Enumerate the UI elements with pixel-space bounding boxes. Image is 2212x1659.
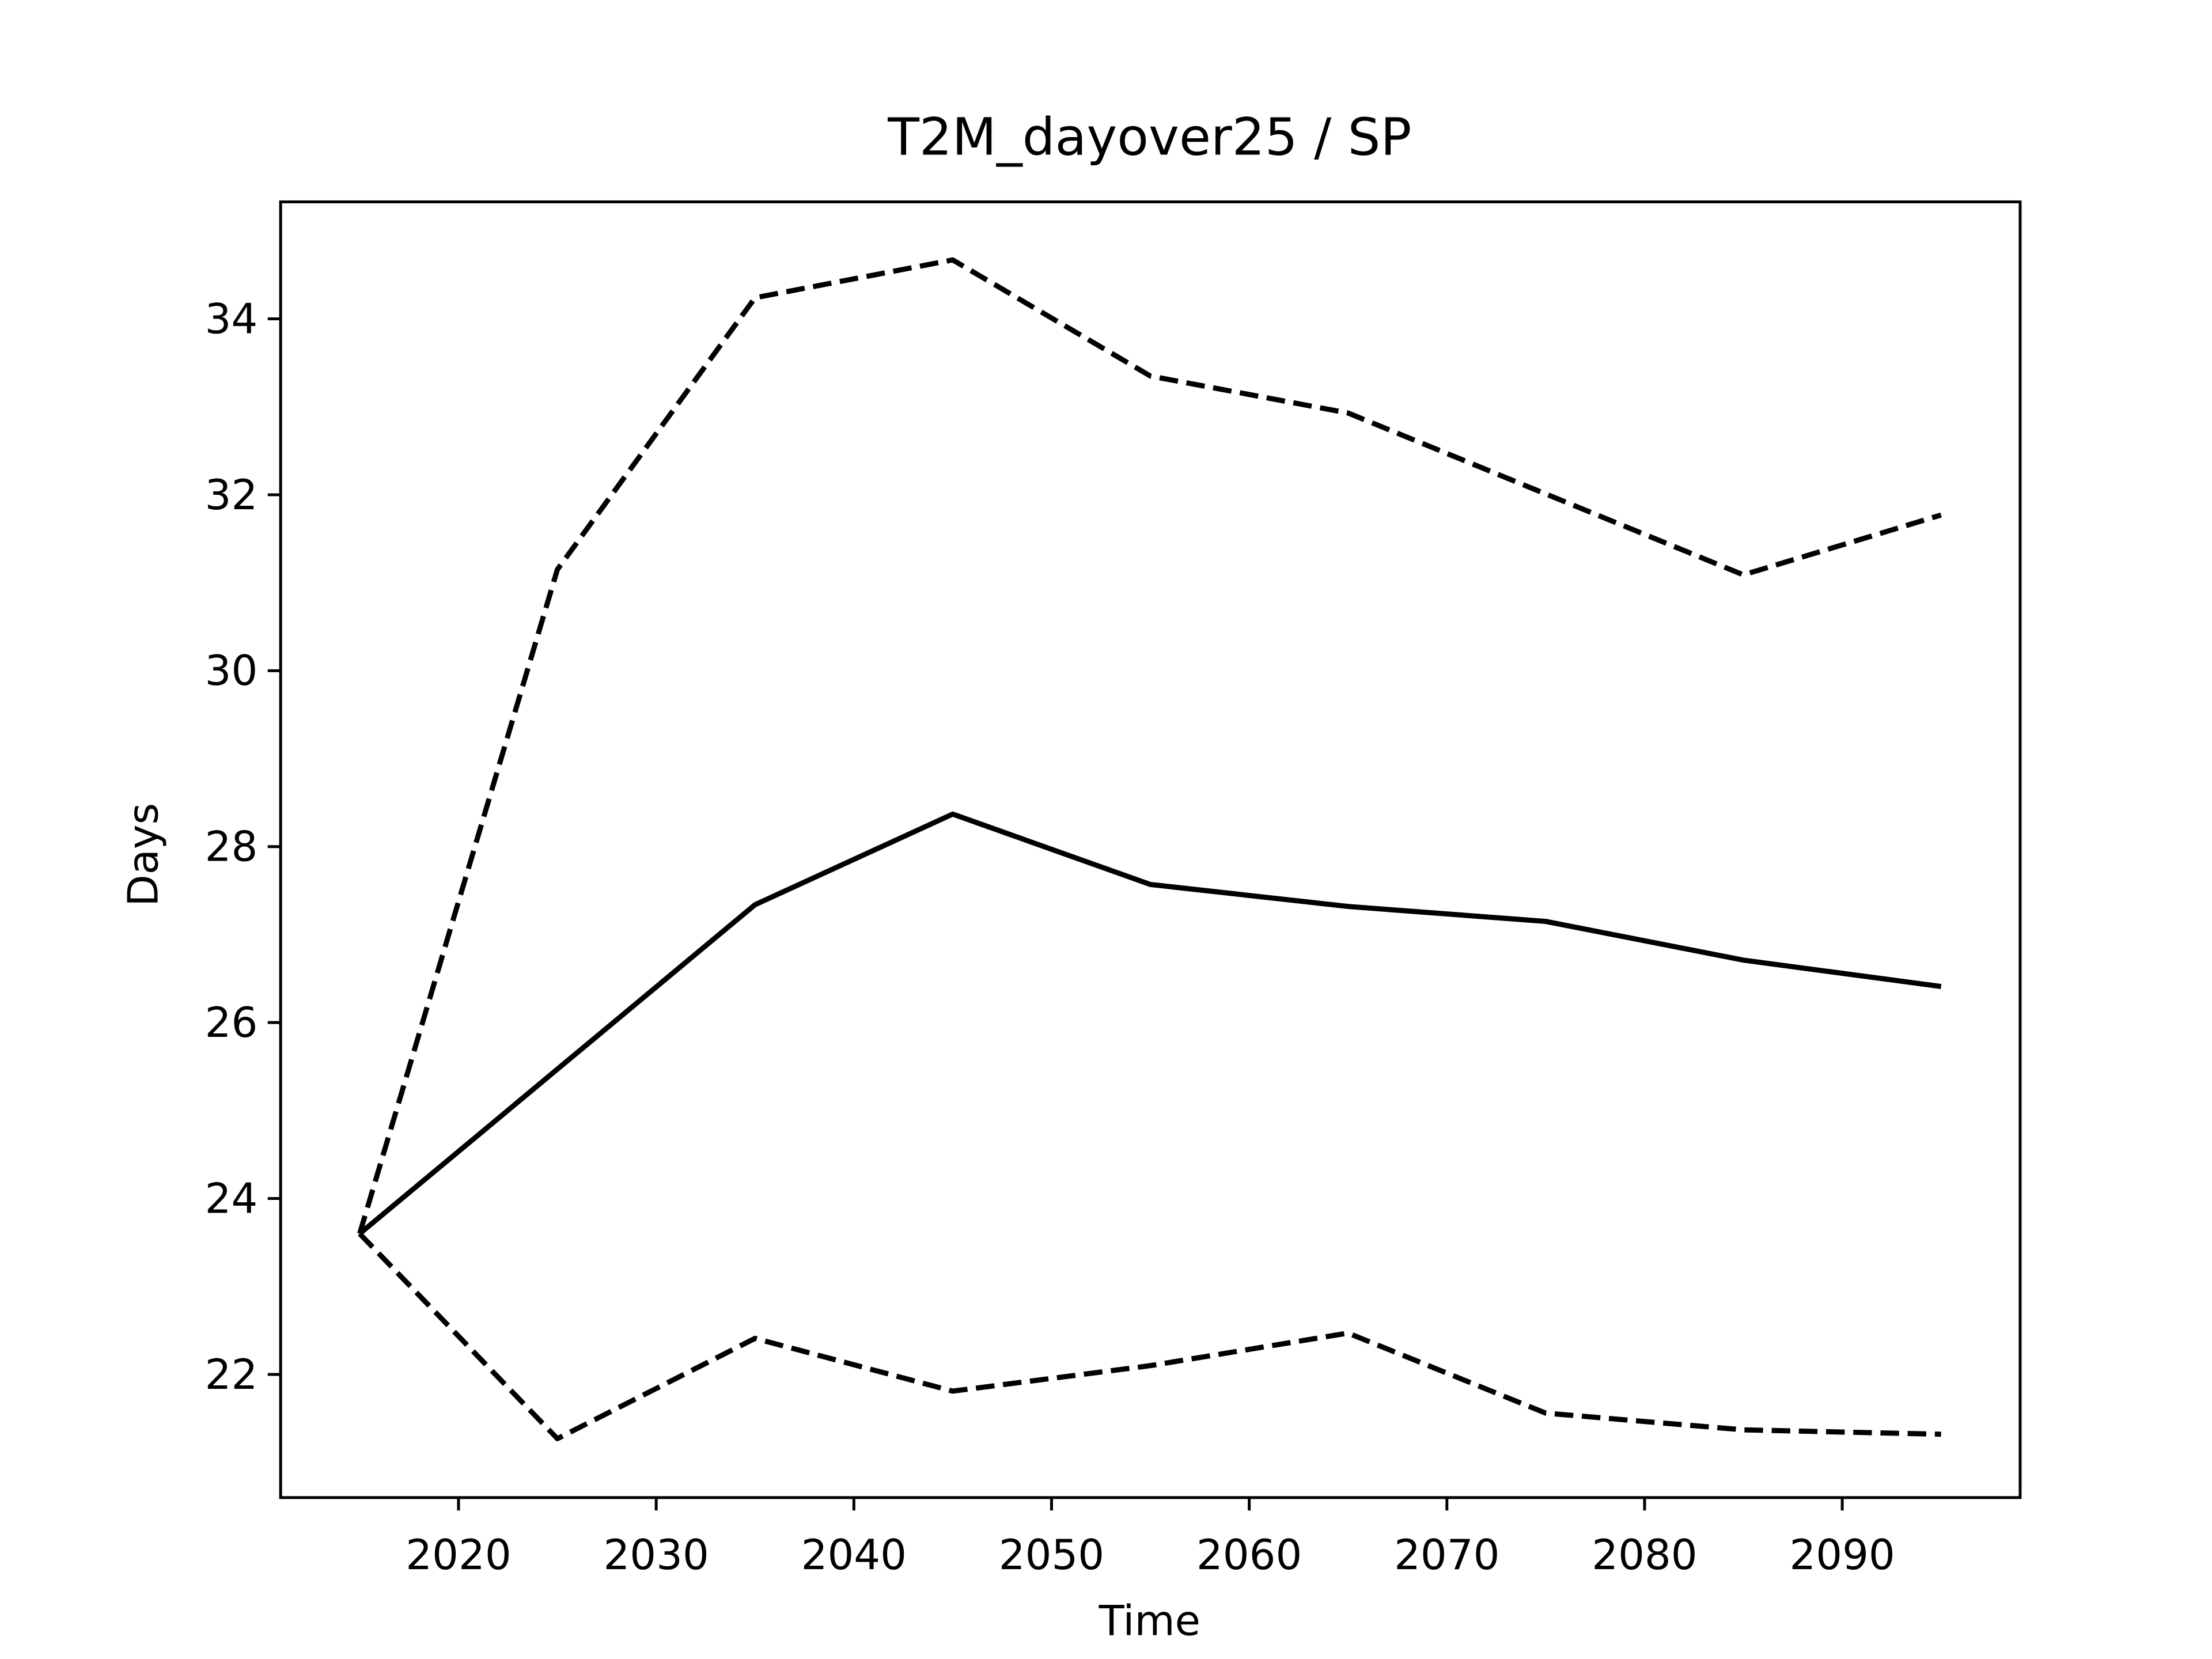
x-tick-label: 2040 [801, 1531, 907, 1579]
line-series [357, 257, 1942, 1234]
x-tick-label: 2050 [999, 1531, 1104, 1579]
y-tick-label: 28 [205, 823, 258, 871]
x-tick-label: 2020 [406, 1531, 511, 1579]
line-series [358, 1232, 1941, 1441]
y-tick-label: 24 [205, 1174, 258, 1222]
x-tick-label: 2030 [603, 1531, 709, 1579]
x-tick-label: 2060 [1196, 1531, 1302, 1579]
y-tick-label: 30 [205, 646, 258, 695]
y-axis-label: Days [119, 803, 167, 907]
y-tick-label: 34 [205, 294, 258, 343]
y-tick-label: 26 [205, 998, 258, 1047]
line-series [358, 811, 1942, 1236]
x-tick-label: 2080 [1592, 1531, 1697, 1579]
plot-frame [279, 200, 2022, 1499]
x-tick-label: 2090 [1789, 1531, 1895, 1579]
y-tick-label: 32 [205, 471, 258, 519]
x-axis-label: Time [1099, 1596, 1200, 1645]
y-tick-label: 22 [205, 1350, 258, 1399]
chart-title: T2M_dayover25 / SP [887, 107, 1411, 167]
x-tick-label: 2070 [1394, 1531, 1499, 1579]
